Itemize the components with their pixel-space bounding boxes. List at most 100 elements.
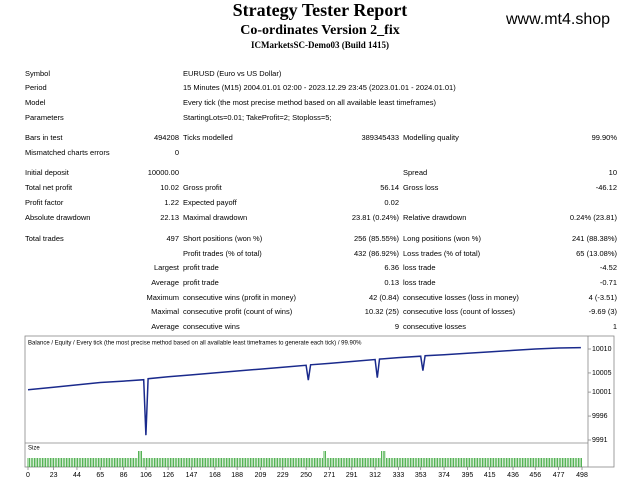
stat-value: -9.69 (3) xyxy=(589,307,618,316)
x-tick-label: 168 xyxy=(209,472,221,479)
x-tick-label: 86 xyxy=(120,472,128,479)
info-label: Model xyxy=(25,98,46,107)
x-tick-label: 271 xyxy=(324,472,336,479)
x-tick-label: 477 xyxy=(553,472,565,479)
x-tick-label: 291 xyxy=(346,472,358,479)
stat-value: 0.24% (23.81) xyxy=(570,213,618,222)
x-tick-label: 333 xyxy=(393,472,405,479)
stat-label: consecutive loss (count of losses) xyxy=(403,307,516,316)
stat-value: -0.71 xyxy=(600,278,617,287)
stat-value: -46.12 xyxy=(596,183,617,192)
info-label: Symbol xyxy=(25,69,50,78)
x-tick-label: 229 xyxy=(277,472,289,479)
stat-value: 10 xyxy=(609,168,617,177)
stat-value: 497 xyxy=(166,234,179,243)
x-tick-label: 395 xyxy=(462,472,474,479)
stat-label: Ticks modelled xyxy=(183,133,233,142)
report-title: Strategy Tester Report xyxy=(233,0,408,20)
x-tick-label: 0 xyxy=(26,472,30,479)
x-tick-label: 436 xyxy=(507,472,519,479)
stat-value: 0 xyxy=(175,148,179,157)
stat-label: consecutive losses (loss in money) xyxy=(403,293,519,302)
stat-label: consecutive wins (profit in money) xyxy=(183,293,296,302)
info-value: StartingLots=0.01; TakeProfit=2; Stoplos… xyxy=(183,113,332,122)
x-tick-label: 374 xyxy=(438,472,450,479)
stat-value: 1 xyxy=(613,322,617,331)
stat-value: Largest xyxy=(154,263,180,272)
y-tick-label: 10005 xyxy=(592,370,612,377)
info-value: 15 Minutes (M15) 2004.01.01 02:00 - 2023… xyxy=(183,83,456,92)
stat-label: Spread xyxy=(403,168,427,177)
stat-value: 65 (13.08%) xyxy=(576,249,617,258)
server: ICMarketsSC-Demo03 (Build 1415) xyxy=(251,40,389,50)
info-label: Period xyxy=(25,83,47,92)
info-value: EURUSD (Euro vs US Dollar) xyxy=(183,69,282,78)
stat-label: consecutive wins xyxy=(183,322,240,331)
x-tick-label: 312 xyxy=(369,472,381,479)
stat-label: profit trade xyxy=(183,263,219,272)
x-tick-label: 209 xyxy=(255,472,267,479)
stat-label: Absolute drawdown xyxy=(25,213,90,222)
info-value: Every tick (the most precise method base… xyxy=(183,98,437,107)
y-tick-label: 10001 xyxy=(592,389,612,396)
x-tick-label: 44 xyxy=(73,472,81,479)
stat-label: consecutive losses xyxy=(403,322,466,331)
stat-value: 99.90% xyxy=(592,133,618,142)
x-tick-label: 188 xyxy=(231,472,243,479)
stat-value: 494208 xyxy=(154,133,179,142)
stat-label: Long positions (won %) xyxy=(403,234,481,243)
stat-label: Maximal drawdown xyxy=(183,213,247,222)
stat-label: Loss trades (% of total) xyxy=(403,249,481,258)
stat-value: 389345433 xyxy=(361,133,399,142)
watermark: www.mt4.shop xyxy=(505,11,610,28)
stat-value: 0.02 xyxy=(384,198,399,207)
stat-value: 4 (-3.51) xyxy=(589,293,618,302)
stat-label: Total trades xyxy=(25,234,64,243)
stat-value: 432 (86.92%) xyxy=(354,249,400,258)
stat-label: Gross loss xyxy=(403,183,439,192)
stat-value: Maximum xyxy=(146,293,179,302)
balance-line xyxy=(27,346,581,436)
stat-value: Average xyxy=(151,322,179,331)
stat-value: 23.81 (0.24%) xyxy=(352,213,400,222)
stat-value: 0.13 xyxy=(384,278,399,287)
chart-frame xyxy=(24,335,615,468)
stat-value: 10000.00 xyxy=(148,168,179,177)
x-tick-label: 147 xyxy=(186,472,198,479)
x-tick-label: 456 xyxy=(529,472,541,479)
stat-value: Maximal xyxy=(151,307,179,316)
report-subtitle: Co-ordinates Version 2_fix xyxy=(240,23,399,38)
x-tick-label: 498 xyxy=(576,472,588,479)
stat-value: 241 (88.38%) xyxy=(572,234,618,243)
x-tick-label: 106 xyxy=(140,472,152,479)
stat-value: 56.14 xyxy=(380,183,399,192)
y-tick-label: 10010 xyxy=(592,346,612,353)
stat-label: Short positions (won %) xyxy=(183,234,263,243)
stat-value: -4.52 xyxy=(600,263,617,272)
stat-label: Expected payoff xyxy=(183,198,238,207)
stat-label: Initial deposit xyxy=(25,168,70,177)
stat-value: Average xyxy=(151,278,179,287)
x-tick-label: 415 xyxy=(484,472,496,479)
stat-label: Mismatched charts errors xyxy=(25,148,110,157)
stat-value: 9 xyxy=(395,322,399,331)
stat-label: Profit factor xyxy=(25,198,64,207)
x-tick-label: 65 xyxy=(96,472,104,479)
stat-value: 10.02 xyxy=(160,183,179,192)
stat-value: 1.22 xyxy=(164,198,179,207)
stat-label: consecutive profit (count of wins) xyxy=(183,307,293,316)
stat-value: 256 (85.55%) xyxy=(354,234,400,243)
stat-label: Total net profit xyxy=(25,183,73,192)
stat-label: Profit trades (% of total) xyxy=(183,249,262,258)
info-label: Parameters xyxy=(25,113,64,122)
size-label: Size xyxy=(28,446,40,452)
x-tick-label: 353 xyxy=(415,472,427,479)
y-tick-label: 9996 xyxy=(592,413,608,420)
chart-legend: Balance / Equity / Every tick (the most … xyxy=(28,341,362,347)
y-tick-label: 9991 xyxy=(592,437,608,444)
stat-label: Gross profit xyxy=(183,183,223,192)
x-tick-label: 250 xyxy=(300,472,312,479)
stat-label: Relative drawdown xyxy=(403,213,466,222)
x-tick-label: 23 xyxy=(50,472,58,479)
